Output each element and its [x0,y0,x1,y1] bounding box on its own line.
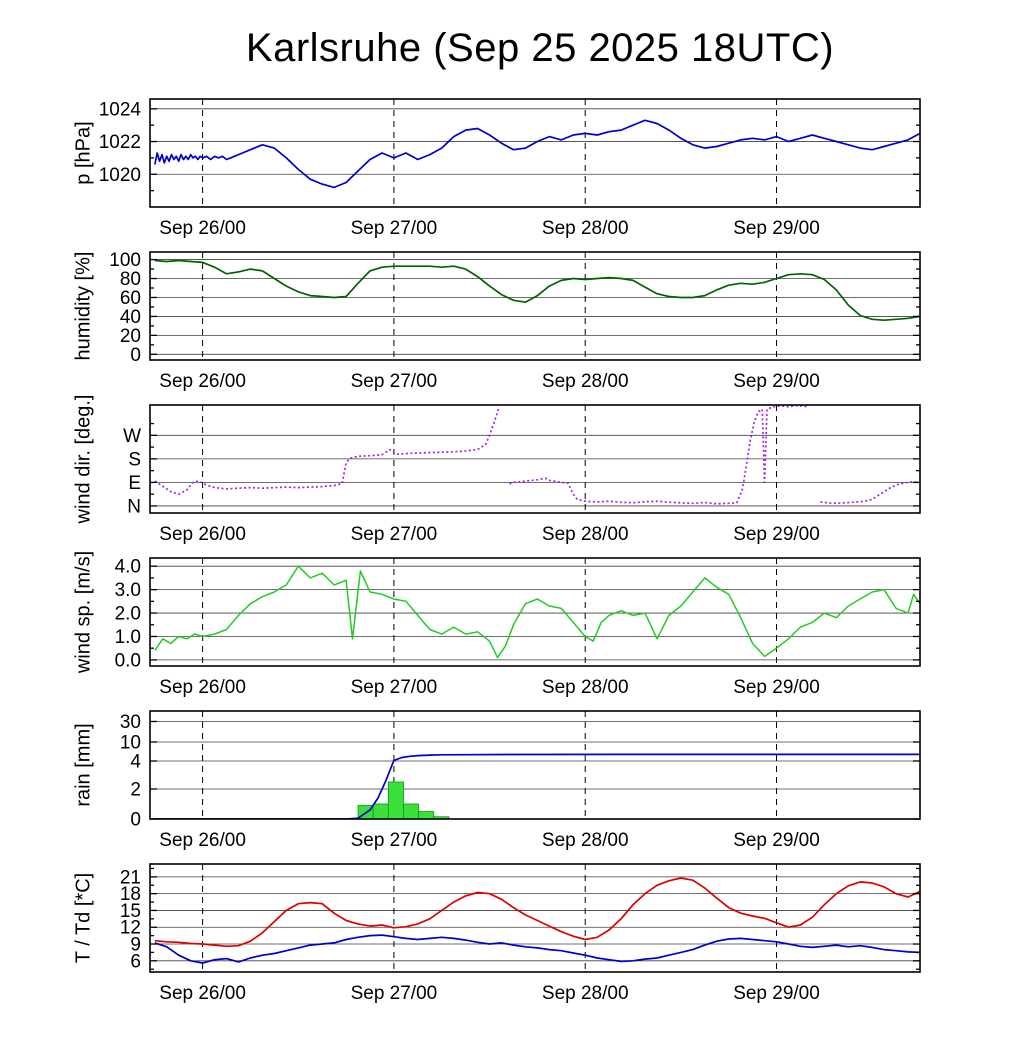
svg-text:N: N [127,496,141,517]
svg-text:Sep 28/00: Sep 28/00 [542,218,629,239]
temperature-axis-label: T / Td [*C] [72,872,95,964]
chart-title: Karlsruhe (Sep 25 2025 18UTC) [245,26,835,70]
svg-text:Sep 28/00: Sep 28/00 [542,983,629,1004]
svg-text:Sep 27/00: Sep 27/00 [351,524,438,545]
svg-text:9: 9 [130,935,141,956]
panel-wind-direction: wind dir. [deg.] Sep 26/00 Sep 27/00 Sep 2… [0,394,1024,550]
svg-text:21: 21 [120,867,141,888]
panel-pressure: p [hPa] Sep 26/00 Sep 27/00 Sep 28/00 Sep 2… [0,91,1024,244]
panel-rain: rain [mm] Sep 26/00 Sep 27/00 Sep 28/00 Sep… [0,703,1024,856]
svg-text:Sep 28/00: Sep 28/00 [542,830,629,851]
svg-text:1.0: 1.0 [115,627,141,648]
svg-text:E: E [128,473,141,494]
svg-text:Sep 26/00: Sep 26/00 [159,371,246,392]
svg-text:Sep 27/00: Sep 27/00 [351,983,438,1004]
svg-text:Sep 29/00: Sep 29/00 [733,218,820,239]
svg-text:1024: 1024 [99,99,142,120]
svg-text:W: W [123,426,141,447]
svg-text:1022: 1022 [99,132,141,153]
pressure-axis-label: p [hPa] [72,121,95,185]
svg-text:Sep 28/00: Sep 28/00 [542,371,629,392]
svg-text:18: 18 [120,884,141,905]
svg-text:Sep 28/00: Sep 28/00 [542,524,629,545]
svg-text:15: 15 [120,901,141,922]
panel-humidity: humidity [%] Sep 26/00 Sep 27/00 Sep 28/00… [0,244,1024,397]
wind-speed-plot: Sep 26/00 Sep 27/00 Sep 28/00 Sep 29/00 0.01… [115,557,921,698]
pressure-plot: Sep 26/00 Sep 27/00 Sep 28/00 Sep 29/00 1020… [99,98,921,239]
svg-text:3.0: 3.0 [115,580,141,601]
humidity-axis-label: humidity [%] [72,251,95,361]
svg-text:Sep 29/00: Sep 29/00 [733,371,820,392]
svg-text:Sep 26/00: Sep 26/00 [159,830,246,851]
svg-text:0: 0 [130,810,141,831]
svg-text:4: 4 [130,752,141,773]
svg-text:80: 80 [120,269,141,290]
svg-text:Sep 26/00: Sep 26/00 [159,218,246,239]
svg-text:40: 40 [120,307,141,328]
panels-container: p [hPa] Sep 26/00 Sep 27/00 Sep 28/00 Sep 2… [0,91,1024,1009]
svg-text:Sep 29/00: Sep 29/00 [733,677,820,698]
svg-text:Sep 26/00: Sep 26/00 [159,677,246,698]
svg-text:2.0: 2.0 [115,604,141,625]
svg-text:Sep 29/00: Sep 29/00 [733,830,820,851]
svg-text:Sep 27/00: Sep 27/00 [351,830,438,851]
svg-text:Sep 27/00: Sep 27/00 [351,218,438,239]
panel-wind-speed: wind sp. [m/s] Sep 26/00 Sep 27/00 Sep 28/… [0,550,1024,703]
wind-speed-axis-label: wind sp. [m/s] [72,550,95,674]
panel-temperature-dewpoint: T / Td [*C] Sep 26/00 Sep 27/00 Sep 28/00 S… [0,856,1024,1009]
temperature-plot: Sep 26/00 Sep 27/00 Sep 28/00 Sep 29/00 6912… [120,863,921,1004]
svg-text:Sep 26/00: Sep 26/00 [159,524,246,545]
svg-text:0: 0 [130,345,141,366]
svg-text:60: 60 [120,288,141,309]
svg-text:Sep 28/00: Sep 28/00 [542,677,629,698]
svg-text:4.0: 4.0 [115,557,141,578]
wind-direction-axis-label: wind dir. [deg.] [72,394,95,524]
svg-text:2: 2 [130,779,141,800]
rain-axis-label: rain [mm] [72,723,95,807]
svg-text:Sep 26/00: Sep 26/00 [159,983,246,1004]
svg-text:Sep 27/00: Sep 27/00 [351,371,438,392]
svg-text:S: S [128,449,141,470]
svg-text:0.0: 0.0 [115,650,141,671]
svg-text:10: 10 [120,732,141,753]
svg-text:Sep 27/00: Sep 27/00 [351,677,438,698]
svg-text:20: 20 [120,326,141,347]
svg-text:30: 30 [120,712,141,733]
svg-text:100: 100 [109,250,141,271]
svg-text:1020: 1020 [99,165,141,186]
svg-text:Sep 29/00: Sep 29/00 [733,983,820,1004]
svg-text:12: 12 [120,918,141,939]
svg-text:6: 6 [130,951,141,972]
svg-text:Sep 29/00: Sep 29/00 [733,524,820,545]
humidity-plot: Sep 26/00 Sep 27/00 Sep 28/00 Sep 29/00 0204… [109,250,921,392]
rain-plot: Sep 26/00 Sep 27/00 Sep 28/00 Sep 29/00 0 2 41… [120,710,921,851]
